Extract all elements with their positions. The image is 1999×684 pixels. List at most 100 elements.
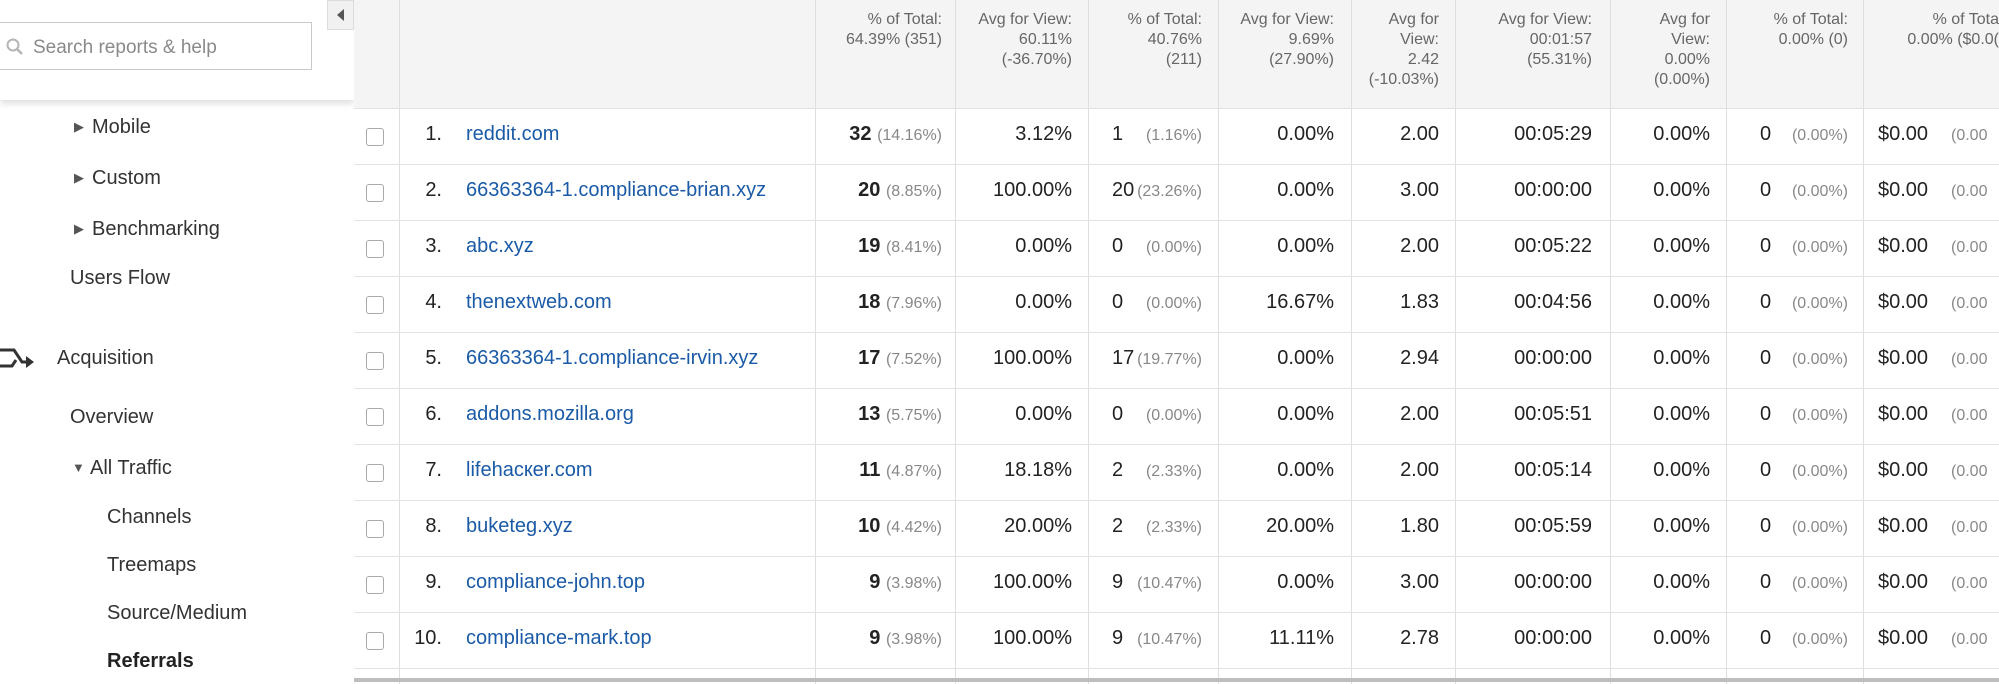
header-new-users-summary: % of Total: 40.76% (211) <box>1127 11 1202 68</box>
new-users-percent: (0.00%) <box>1145 295 1202 312</box>
sidebar-item-treemaps[interactable]: Treemaps <box>107 554 196 577</box>
new-users-percent-cell: (0.00%) <box>1146 235 1202 258</box>
row-index: 5. <box>425 347 442 369</box>
column-divider <box>1351 0 1352 684</box>
users-percent: (7.96%) <box>885 295 942 312</box>
source-link[interactable]: thenextweb.com <box>466 291 612 313</box>
users-percent: (8.41%) <box>885 239 942 256</box>
sidebar-item-mobile[interactable]: ▶ Mobile <box>74 116 151 139</box>
row-checkbox[interactable] <box>366 408 384 426</box>
table-row[interactable]: 1. reddit.com 32 (14.16%) 3.12% 1 (1.16%) 0.00… <box>354 108 1999 164</box>
sidebar-item-channels[interactable]: Channels <box>107 506 192 529</box>
row-checkbox[interactable] <box>366 352 384 370</box>
row-index: 7. <box>425 459 442 481</box>
sidebar-item-label: Benchmarking <box>92 218 220 240</box>
users-percent: (5.75%) <box>885 407 942 424</box>
value-percent: (0.00 <box>1951 463 1988 480</box>
row-checkbox[interactable] <box>366 296 384 314</box>
search-box[interactable] <box>0 22 312 70</box>
table-row[interactable]: 8. buketeg.xyz 10 (4.42%) 20.00% 2 (2.33%) 20.… <box>354 500 1999 556</box>
row-checkbox[interactable] <box>366 240 384 258</box>
value-percent: (0.00 <box>1951 239 1988 256</box>
session-duration-cell: 00:04:56 <box>1514 291 1592 313</box>
users-value: 20 <box>858 179 881 201</box>
table-row[interactable]: 3. abc.xyz 19 (8.41%) 0.00% 0 (0.00%) 0.00% 2.0… <box>354 220 1999 276</box>
goal-value-percent-cell: (0.00 <box>1951 515 1987 538</box>
header-conversion-summary: Avg for View: 0.00% (0.00%) <box>1653 11 1710 88</box>
row-checkbox[interactable] <box>366 632 384 650</box>
new-users-percent: (19.77%) <box>1137 351 1202 368</box>
bounce-rate-cell: 0.00% <box>1277 235 1334 257</box>
row-index: 2. <box>425 179 442 201</box>
goal-value-percent-cell: (0.00 <box>1951 627 1987 650</box>
users-cell: 20 (8.85%) <box>858 179 942 202</box>
table-row[interactable]: 2. 66363364-1.compliance-brian.xyz 20 (8.8… <box>354 164 1999 220</box>
row-divider <box>354 612 1999 613</box>
sidebar-item-referrals[interactable]: Referrals <box>107 650 194 673</box>
row-checkbox[interactable] <box>366 576 384 594</box>
column-divider <box>1726 0 1727 684</box>
source-link[interactable]: addons.mozilla.org <box>466 403 634 425</box>
header-value-summary: % of Tota 0.00% ($0.0( <box>1907 11 1999 48</box>
source-link[interactable]: compliance-john.top <box>466 571 645 593</box>
header-new-sessions-summary: Avg for View: 60.11% (-36.70%) <box>978 11 1072 68</box>
sidebar-item-acquisition[interactable]: Acquisition <box>57 347 154 370</box>
source-link[interactable]: abc.xyz <box>466 235 534 257</box>
table-row[interactable]: 6. addons.mozilla.org 13 (5.75%) 0.00% 0 (0.0… <box>354 388 1999 444</box>
goal-percent: (0.00%) <box>1791 351 1848 368</box>
row-checkbox[interactable] <box>366 184 384 202</box>
source-link[interactable]: 66363364-1.compliance-brian.xyz <box>466 179 767 201</box>
sidebar-item-source-medium[interactable]: Source/Medium <box>107 602 247 625</box>
conversion-rate-cell: 0.00% <box>1653 459 1710 481</box>
row-checkbox[interactable] <box>366 520 384 538</box>
source-link[interactable]: compliance-mark.top <box>466 627 652 649</box>
row-divider <box>354 164 1999 165</box>
table-row[interactable]: 9. compliance-john.top 9 (3.98%) 100.00% 9 (1… <box>354 556 1999 612</box>
column-divider <box>955 0 956 684</box>
pages-per-session-cell: 2.94 <box>1400 347 1439 369</box>
goal-percent: (0.00%) <box>1791 463 1848 480</box>
goal-value-percent-cell: (0.00 <box>1951 403 1987 426</box>
row-divider <box>354 444 1999 445</box>
session-duration-cell: 00:05:22 <box>1514 235 1592 257</box>
goal-percent: (0.00%) <box>1791 519 1848 536</box>
users-cell: 18 (7.96%) <box>858 291 942 314</box>
value-percent: (0.00 <box>1951 295 1988 312</box>
bounce-rate-cell: 0.00% <box>1277 459 1334 481</box>
sidebar-item-all-traffic[interactable]: ▼ All Traffic <box>72 457 172 480</box>
table-row[interactable]: 7. lifehacкer.com 11 (4.87%) 18.18% 2 (2.33%)… <box>354 444 1999 500</box>
horizontal-scrollbar[interactable] <box>354 678 1999 682</box>
table-row[interactable]: 4. thenextweb.com 18 (7.96%) 0.00% 0 (0.00%) 1… <box>354 276 1999 332</box>
goal-completions-percent-cell: (0.00%) <box>1792 515 1848 538</box>
new-users-percent-cell: (19.77%) <box>1137 347 1202 370</box>
sidebar-item-overview[interactable]: Overview <box>70 406 153 429</box>
sidebar: ▶ Mobile ▶ Custom ▶ Benchmarking Users Flow… <box>0 0 354 684</box>
sidebar-item-users-flow[interactable]: Users Flow <box>70 267 170 290</box>
source-link[interactable]: reddit.com <box>466 123 560 145</box>
collapse-sidebar-button[interactable] <box>327 0 354 30</box>
sidebar-item-custom[interactable]: ▶ Custom <box>74 167 161 190</box>
sidebar-item-benchmarking[interactable]: ▶ Benchmarking <box>74 218 220 241</box>
source-link[interactable]: buketeg.xyz <box>466 515 573 537</box>
column-divider <box>1088 0 1089 684</box>
source-link[interactable]: lifehacкer.com <box>466 459 593 481</box>
bounce-rate-cell: 16.67% <box>1266 291 1334 313</box>
goal-value-cell: $0.00 <box>1878 515 1929 537</box>
users-cell: 9 (3.98%) <box>869 571 942 594</box>
row-index: 3. <box>425 235 442 257</box>
new-users-percent-cell: (2.33%) <box>1146 515 1202 538</box>
search-input[interactable] <box>31 33 305 63</box>
session-duration-cell: 00:00:00 <box>1514 347 1592 369</box>
goal-completions-cell: 0 <box>1760 459 1772 481</box>
new-users-percent: (0.00%) <box>1145 407 1202 424</box>
table-row[interactable]: 5. 66363364-1.compliance-irvin.xyz 17 (7.5… <box>354 332 1999 388</box>
search-area <box>0 0 354 100</box>
table-row[interactable]: 10. compliance-mark.top 9 (3.98%) 100.00% 9(… <box>354 612 1999 668</box>
new-users-percent-cell: (1.16%) <box>1146 123 1202 146</box>
goal-completions-cell: 0 <box>1760 179 1772 201</box>
row-checkbox[interactable] <box>366 464 384 482</box>
users-percent: (14.16%) <box>877 127 942 144</box>
row-checkbox[interactable] <box>366 128 384 146</box>
source-link[interactable]: 66363364-1.compliance-irvin.xyz <box>466 347 759 369</box>
new-sessions-cell: 3.12% <box>1015 123 1072 145</box>
